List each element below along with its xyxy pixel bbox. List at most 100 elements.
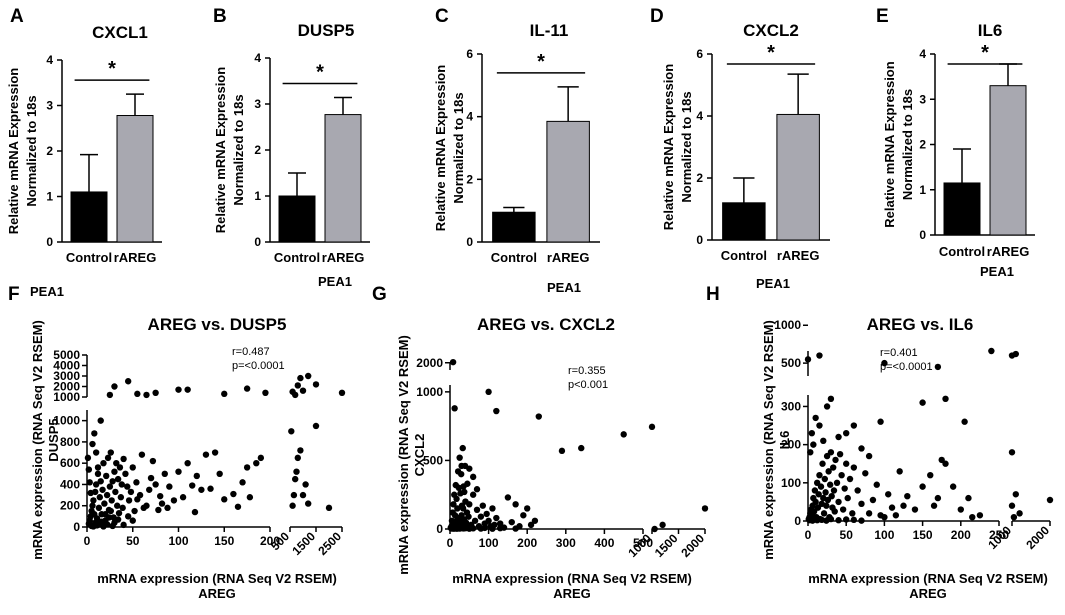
data-point [483,510,490,518]
data-point-high-y [243,385,251,392]
y-tick-label: 0 [254,235,261,249]
y-axis-title-line2: DUSP5 [46,418,61,461]
data-point [101,500,108,507]
data-point [836,450,844,458]
data-point [858,445,865,452]
panel-letter-G: G [372,284,387,305]
data-point [512,525,519,532]
data-point [113,459,120,467]
bar-chart-B: B DUSP5 0 1 2 3 4 Relative mRNA Expression Norma… [213,6,370,289]
data-point [885,491,892,498]
data-point [838,471,845,479]
stat-r: r=0.401 [880,347,918,359]
data-point-high-xy [312,381,320,388]
data-point [175,468,182,475]
data-point [919,483,926,490]
data-point-high-y [449,358,457,366]
chart-title: AREG vs. CXCL2 [477,315,615,334]
data-point [103,521,111,528]
y-tick-label: 0 [46,235,53,249]
data-point [469,473,477,481]
data-point [850,464,858,471]
significance-star: * [767,42,775,64]
x-tick-label-Control: Control [66,250,112,265]
y-tick-label: 100 [781,476,801,490]
data-point [120,521,127,529]
y-axis-title-line2: IL6 [777,431,792,450]
y-tick-label: 2 [919,138,926,152]
x-tick-label: 100 [479,536,499,550]
bar-rAREG [116,115,154,243]
data-point [846,475,854,483]
data-point [816,471,823,479]
x-tick-label-Control: Control [491,250,537,265]
data-point [821,475,829,483]
x-tick-label: 300 [556,536,576,550]
data-point [808,429,816,437]
data-point [202,451,210,458]
panel-letter-H: H [706,284,720,305]
data-point [843,516,850,523]
data-point [816,422,823,429]
data-point [253,459,260,467]
x-tick-label: 150 [913,528,933,542]
data-point-high-xy [299,387,307,394]
y-tick-label: 4 [919,47,926,61]
data-point [823,502,830,509]
y-tick-label: 4 [466,110,473,124]
y-tick-label: 600 [60,456,80,470]
data-point [122,470,129,478]
bar-rAREG [546,120,590,243]
data-point [448,517,456,524]
data-point [118,481,125,488]
data-point [466,465,473,472]
x-tick-label-rAREG: rAREG [547,250,590,265]
data-point [221,496,228,503]
data-point [865,510,873,517]
data-point [843,460,850,467]
data-point [469,525,477,532]
x-tick-label-high: 1500 [289,529,318,558]
data-point [94,464,102,471]
data-point [198,486,205,493]
data-point [934,494,942,502]
data-point [493,514,500,522]
data-point-high-xy [1012,350,1019,358]
data-point-high-x [312,422,320,430]
data-point [850,422,858,429]
y-tick-label: 0 [73,520,80,534]
data-point [114,516,122,523]
data-point [869,496,877,504]
data-point-high-x [292,475,299,483]
x-axis-title: PEA1 [30,284,64,299]
data-point [184,459,191,467]
data-point [98,511,105,518]
data-point-high-x [325,504,333,512]
significance-star: * [537,51,545,73]
significance-star: * [981,42,989,64]
data-point [810,441,817,448]
data-point [459,444,466,452]
data-point [114,475,122,483]
y-tick-label: 3 [46,99,53,113]
data-point-high-xy [294,382,301,389]
bar-Control [722,202,766,241]
data-point-high-y [804,356,812,363]
data-point-high-x [294,454,301,462]
x-axis-title-line2: AREG [553,586,591,601]
data-point [477,513,485,520]
data-point [896,468,903,475]
data-point-high-x [290,491,298,499]
data-point [831,508,838,515]
data-point [191,508,199,516]
y-axis-title-line2: Normalized to 18s [900,89,915,200]
data-point [133,479,140,486]
x-tick-label: 250 [989,528,1009,542]
data-point [94,470,102,478]
data-point [239,479,246,486]
y-tick-label-high: 5000 [53,348,80,362]
bar-Control [70,191,108,243]
panel-letter-A: A [10,6,24,27]
significance-star: * [108,58,116,80]
data-point [919,399,926,406]
